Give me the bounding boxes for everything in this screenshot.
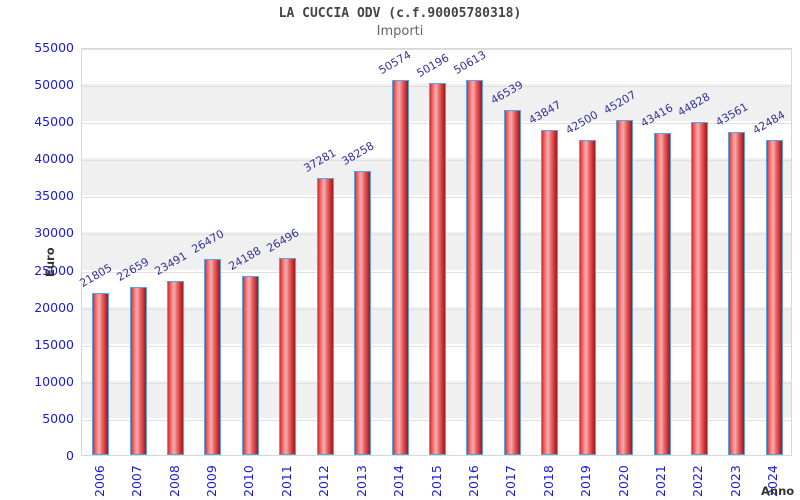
bar-2013 [354, 171, 372, 455]
x-tick-label: 2018 [540, 465, 556, 497]
y-tick-label: 40000 [34, 151, 74, 167]
x-tick-label: 2021 [653, 465, 669, 497]
bar-2016 [466, 79, 484, 455]
bar-2021 [653, 132, 671, 455]
x-axis-label: Anno [761, 484, 795, 498]
x-tick-label: 2020 [615, 465, 631, 497]
bar-2011 [279, 258, 297, 455]
y-tick-label: 0 [66, 448, 74, 463]
bar-2015 [429, 82, 446, 455]
bar-2019 [578, 139, 596, 455]
bar-2012 [316, 178, 334, 455]
bar-value-label: 50613 [451, 47, 489, 77]
bar-2007 [129, 286, 147, 455]
bar-2006 [92, 293, 110, 455]
x-tick-label: 2017 [503, 465, 519, 497]
y-tick-label: 35000 [34, 188, 74, 204]
bar-2009 [204, 258, 222, 455]
bar-2010 [241, 275, 259, 455]
bar-2024 [765, 139, 783, 455]
y-tick-label: 5000 [42, 410, 74, 426]
bar-2008 [167, 280, 185, 455]
x-tick-label: 2007 [129, 465, 145, 497]
x-tick-label: 2015 [428, 465, 444, 497]
y-axis-label: Euro [43, 247, 57, 277]
x-tick-label: 2009 [203, 465, 219, 497]
x-tick-label: 2011 [278, 465, 294, 497]
x-tick-label: 2006 [91, 465, 107, 497]
x-tick-label: 2014 [391, 465, 407, 497]
y-tick-label: 50000 [34, 77, 74, 93]
chart-subtitle: Importi [376, 24, 424, 39]
bar-value-label: 50196 [414, 50, 451, 80]
bar-2020 [616, 119, 634, 455]
gridline [82, 49, 791, 50]
x-tick-label: 2022 [690, 465, 706, 497]
x-tick-label: 2019 [578, 465, 594, 497]
x-tick-label: 2013 [353, 465, 369, 497]
y-tick-label: 30000 [34, 225, 74, 241]
x-tick-label: 2008 [166, 465, 182, 497]
y-tick-label: 45000 [34, 114, 74, 130]
bar-2023 [728, 131, 746, 455]
bar-2014 [391, 79, 409, 455]
chart-title: LA CUCCIA ODV (c.f.90005780318) [278, 6, 522, 21]
y-tick-label: 55000 [34, 40, 74, 55]
y-tick-label: 10000 [34, 373, 74, 389]
x-tick-label: 2010 [241, 465, 257, 497]
bar-2018 [541, 129, 559, 455]
bar-2017 [503, 109, 521, 455]
y-tick-label: 15000 [34, 336, 74, 352]
plot-area: 21805 22659 23491 26470 24188 26496 37281 38258… [77, 47, 792, 456]
bar-value-label: 50574 [376, 48, 414, 77]
y-tick-label: 25000 [34, 262, 74, 278]
x-tick-label: 2023 [727, 465, 743, 497]
x-tick-label: 2016 [465, 465, 481, 497]
y-tick-label: 20000 [34, 299, 74, 315]
bar-2022 [690, 122, 708, 455]
x-tick-label: 2012 [316, 465, 332, 497]
